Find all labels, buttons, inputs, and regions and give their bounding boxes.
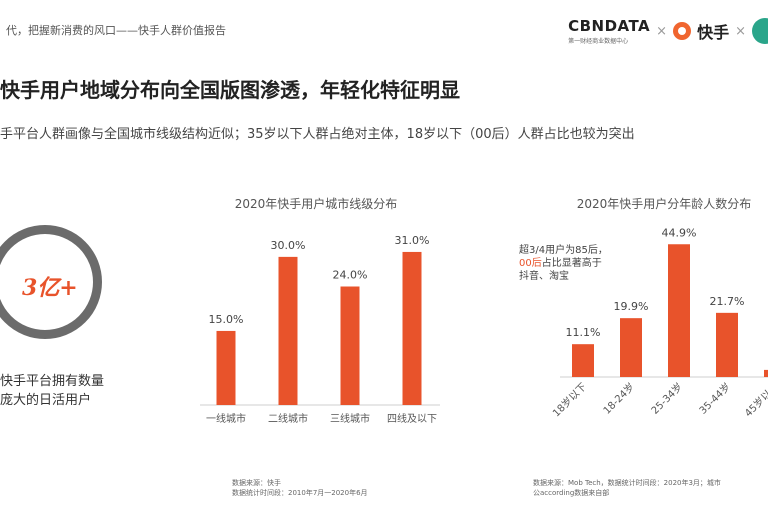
bar-1 [278,256,298,405]
bar-value-label-2: 44.9% [662,226,697,239]
dau-caption-line1: 快手平台拥有数量 [0,374,105,389]
age-source-line1: 数据来源：Mob Tech，数据统计时间段：2020年3月；城市 [533,479,721,487]
category-label-1: 18-24岁 [600,380,637,417]
age-chart-title: 2020年快手用户分年龄人数分布 [577,196,752,211]
page-description: 手平台人群画像与全国城市线级结构近似；35岁以下人群占绝对主体，18岁以下（00… [0,127,635,142]
bar-value-label-3: 31.0% [395,234,430,247]
bar-value-label-1: 30.0% [271,239,306,252]
age-chart-source: 数据来源：Mob Tech，数据统计时间段：2020年3月；城市 公accord… [533,478,721,498]
bar-2 [668,244,690,377]
city-chart-title: 2020年快手用户城市线级分布 [235,196,398,211]
city-tier-bar-chart: 15.0% 一线城市 30.0% 二线城市 24.0% 三线城市 31.0% 四线及以下 [200,234,440,425]
city-chart-source: 数据来源：快手 数据统计时间段：2010年7月一2020年6月 [232,478,368,498]
page-title: 快手用户地域分布向全国版图渗透，年轻化特征明显 [0,78,460,102]
partner-logo-icon [752,18,768,44]
bar-4 [764,369,768,377]
bar-value-label-3: 21.7% [710,295,745,308]
age-annotation-highlight: 00后 [519,258,542,269]
dau-caption: 快手平台拥有数量 庞大的日活用户 [0,372,104,410]
cbndata-logo: CBNDATA 第一财经商业数据中心 [568,17,650,45]
times-separator: × [656,23,668,39]
bar-0 [572,344,594,377]
age-annotation-line2-text: 占比显著高于 [541,258,602,269]
brand-logos: CBNDATA 第一财经商业数据中心 × 快手 × [568,14,768,48]
category-label-4: 45岁以上 [742,380,768,419]
kuaishou-logo-text: 快手 [697,23,730,42]
bar-1 [620,318,642,377]
city-source-line2: 数据统计时间段：2010年7月一2020年6月 [232,489,368,497]
age-annotation: 超3/4用户为85后， 00后占比显著高于 抖音、淘宝 [519,244,608,283]
category-label-3: 四线及以下 [387,412,437,425]
cbndata-logo-text: CBNDATA [568,17,651,35]
top-bar: 代，把握新消费的风口——快手人群价值报告 CBNDATA 第一财经商业数据中心 … [0,0,768,62]
bar-3 [716,312,738,377]
dau-ring [0,225,102,339]
category-label-0: 18岁以下 [550,380,589,419]
category-label-3: 35-44岁 [696,380,733,417]
bar-3 [402,251,422,405]
category-label-2: 25-34岁 [648,380,685,417]
kuaishou-logo-icon [673,22,692,40]
category-label-1: 二线城市 [268,412,308,425]
bar-value-label-1: 19.9% [614,300,649,313]
bar-2 [340,286,360,405]
dau-caption-line2: 庞大的日活用户 [0,393,92,408]
bar-value-label-0: 11.1% [566,326,601,339]
category-label-0: 一线城市 [206,412,246,425]
category-label-2: 三线城市 [330,412,370,425]
age-source-line2: 公according数据来自部 [533,489,610,497]
cbndata-logo-subtext: 第一财经商业数据中心 [568,38,629,45]
dau-value: 3亿+ [22,275,78,301]
age-annotation-line3: 抖音、淘宝 [519,271,569,282]
age-annotation-line1: 超3/4用户为85后， [519,245,608,256]
city-source-line1: 数据来源：快手 [232,479,281,487]
times-separator-2: × [735,23,746,39]
bar-value-label-2: 24.0% [333,269,368,282]
bar-value-label-0: 15.0% [209,313,244,326]
age-annotation-line2: 00后占比显著高于 [519,257,608,270]
report-subtitle: 代，把握新消费的风口——快手人群价值报告 [6,24,226,37]
bar-0 [216,330,236,405]
